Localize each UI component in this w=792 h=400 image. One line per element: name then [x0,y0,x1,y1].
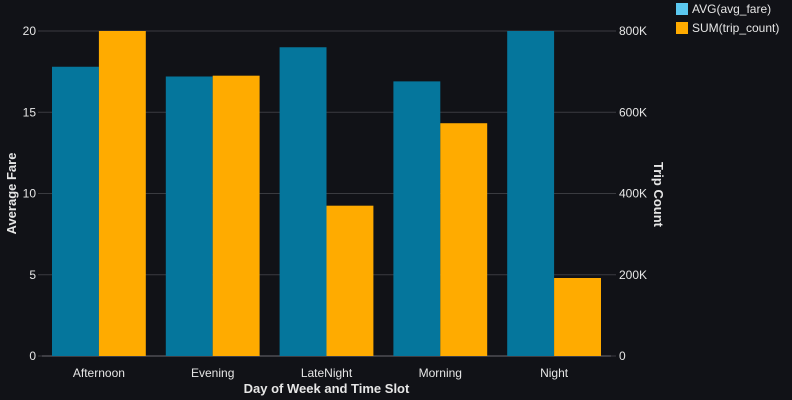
legend-label: AVG(avg_fare) [692,2,771,16]
legend-swatch [676,22,688,34]
y2-tick-label: 800K [619,24,647,38]
y-tick-label: 0 [29,349,36,363]
bar-trip-count [212,75,260,356]
y-tick-label: 5 [29,268,36,282]
legend-swatch [676,3,688,15]
y-tick-label: 10 [23,187,37,201]
bar-trip-count [326,205,374,356]
y2-tick-label: 200K [619,268,647,282]
x-tick-label: LateNight [301,366,353,380]
y2-tick-label: 400K [619,187,647,201]
y2-tick-label: 600K [619,105,647,119]
bar-avg-fare [279,47,327,356]
x-axis-title: Day of Week and Time Slot [244,381,410,396]
bar-avg-fare [393,81,441,356]
x-tick-label: Evening [191,366,234,380]
y-axis-title: Average Fare [4,153,19,235]
bar-avg-fare [52,66,99,356]
bar-trip-count [554,278,601,356]
bar-avg-fare [507,31,555,356]
y-tick-label: 20 [23,24,37,38]
legend-label: SUM(trip_count) [692,21,779,35]
bar-avg-fare [165,76,213,356]
y2-tick-label: 0 [619,349,626,363]
x-tick-label: Afternoon [73,366,125,380]
y2-axis-title: Trip Count [651,162,666,228]
y-tick-label: 15 [23,105,37,119]
x-tick-label: Morning [419,366,462,380]
bar-trip-count [98,31,146,356]
bar-trip-count [440,123,488,356]
x-tick-label: Night [540,366,569,380]
